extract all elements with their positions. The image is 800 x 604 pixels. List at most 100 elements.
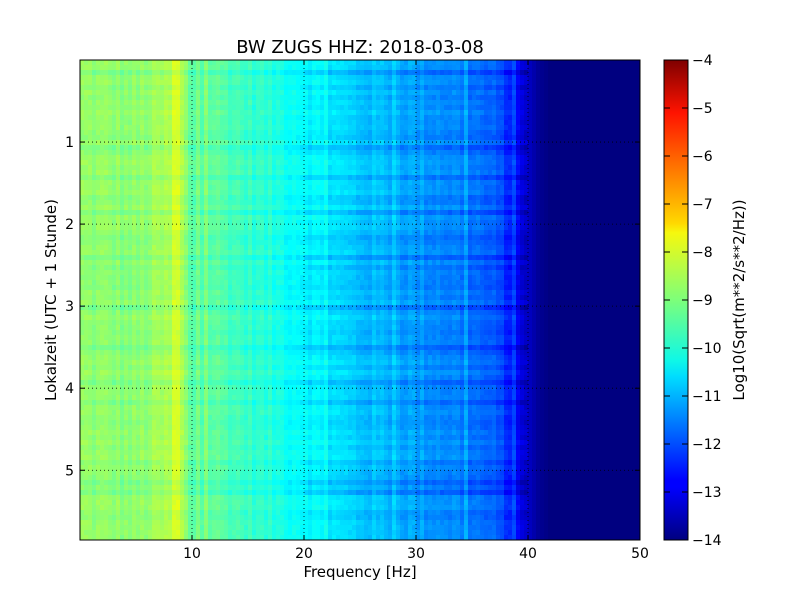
heatmap-cell: [124, 60, 129, 66]
heatmap-cell: [316, 235, 321, 241]
heatmap-cell: [628, 225, 633, 231]
heatmap-cell: [588, 185, 593, 191]
heatmap-cell: [92, 125, 97, 131]
heatmap-cell: [476, 210, 481, 216]
heatmap-cell: [524, 200, 529, 206]
heatmap-cell: [360, 175, 365, 181]
heatmap-cell: [584, 135, 589, 141]
heatmap-cell: [312, 190, 317, 196]
heatmap-cell: [588, 130, 593, 136]
heatmap-cell: [240, 150, 245, 156]
heatmap-cell: [212, 85, 217, 91]
heatmap-cell: [460, 135, 465, 141]
heatmap-cell: [456, 145, 461, 151]
heatmap-cell: [412, 180, 417, 186]
heatmap-cell: [164, 135, 169, 141]
heatmap-cell: [380, 185, 385, 191]
heatmap-cell: [160, 75, 165, 81]
heatmap-cell: [312, 60, 317, 66]
heatmap-cell: [280, 105, 285, 111]
heatmap-cell: [276, 135, 281, 141]
heatmap-cell: [484, 105, 489, 111]
heatmap-cell: [552, 215, 557, 221]
heatmap-cell: [132, 225, 137, 231]
heatmap-cell: [300, 120, 305, 126]
heatmap-cell: [84, 200, 89, 206]
heatmap-cell: [224, 210, 229, 216]
heatmap-cell: [352, 60, 357, 66]
heatmap-cell: [396, 70, 401, 76]
heatmap-cell: [252, 155, 257, 161]
heatmap-cell: [120, 140, 125, 146]
heatmap-cell: [628, 230, 633, 236]
heatmap-cell: [356, 205, 361, 211]
heatmap-cell: [100, 115, 105, 121]
heatmap-cell: [564, 90, 569, 96]
heatmap-cell: [564, 85, 569, 91]
heatmap-cell: [352, 215, 357, 221]
heatmap-cell: [444, 105, 449, 111]
heatmap-cell: [624, 100, 629, 106]
heatmap-cell: [292, 160, 297, 166]
heatmap-cell: [132, 120, 137, 126]
heatmap-cell: [508, 100, 513, 106]
heatmap-cell: [244, 65, 249, 71]
heatmap-cell: [256, 160, 261, 166]
heatmap-cell: [356, 220, 361, 226]
heatmap-cell: [204, 180, 209, 186]
heatmap-cell: [380, 225, 385, 231]
heatmap-cell: [340, 90, 345, 96]
heatmap-cell: [244, 220, 249, 226]
heatmap-cell: [320, 165, 325, 171]
heatmap-cell: [348, 220, 353, 226]
heatmap-cell: [104, 90, 109, 96]
heatmap-cell: [164, 120, 169, 126]
heatmap-cell: [112, 90, 117, 96]
heatmap-cell: [224, 200, 229, 206]
heatmap-cell: [300, 60, 305, 66]
heatmap-cell: [508, 165, 513, 171]
heatmap-cell: [480, 80, 485, 86]
heatmap-cell: [168, 150, 173, 156]
heatmap-cell: [396, 65, 401, 71]
heatmap-cell: [540, 70, 545, 76]
heatmap-cell: [296, 175, 301, 181]
heatmap-cell: [88, 110, 93, 116]
heatmap-cell: [412, 150, 417, 156]
heatmap-cell: [128, 195, 133, 201]
heatmap-cell: [524, 170, 529, 176]
heatmap-cell: [428, 105, 433, 111]
heatmap-cell: [448, 185, 453, 191]
heatmap-cell: [120, 185, 125, 191]
heatmap-cell: [344, 180, 349, 186]
heatmap-cell: [436, 60, 441, 66]
heatmap-cell: [176, 235, 181, 241]
heatmap-cell: [88, 80, 93, 86]
heatmap-cell: [420, 185, 425, 191]
heatmap-cell: [364, 180, 369, 186]
heatmap-cell: [184, 230, 189, 236]
heatmap-cell: [96, 85, 101, 91]
heatmap-cell: [308, 205, 313, 211]
heatmap-cell: [400, 215, 405, 221]
heatmap-cell: [172, 230, 177, 236]
heatmap-cell: [192, 60, 197, 66]
heatmap-cell: [248, 215, 253, 221]
heatmap-cell: [144, 220, 149, 226]
heatmap-cell: [248, 140, 253, 146]
heatmap-cell: [212, 110, 217, 116]
heatmap-cell: [432, 160, 437, 166]
heatmap-cell: [108, 200, 113, 206]
heatmap-cell: [264, 140, 269, 146]
heatmap-cell: [236, 80, 241, 86]
heatmap-cell: [624, 75, 629, 81]
heatmap-cell: [556, 170, 561, 176]
heatmap-cell: [88, 185, 93, 191]
heatmap-cell: [504, 215, 509, 221]
heatmap-cell: [456, 105, 461, 111]
heatmap-cell: [468, 205, 473, 211]
heatmap-cell: [208, 175, 213, 181]
heatmap-cell: [376, 230, 381, 236]
heatmap-cell: [236, 175, 241, 181]
heatmap-cell: [176, 220, 181, 226]
